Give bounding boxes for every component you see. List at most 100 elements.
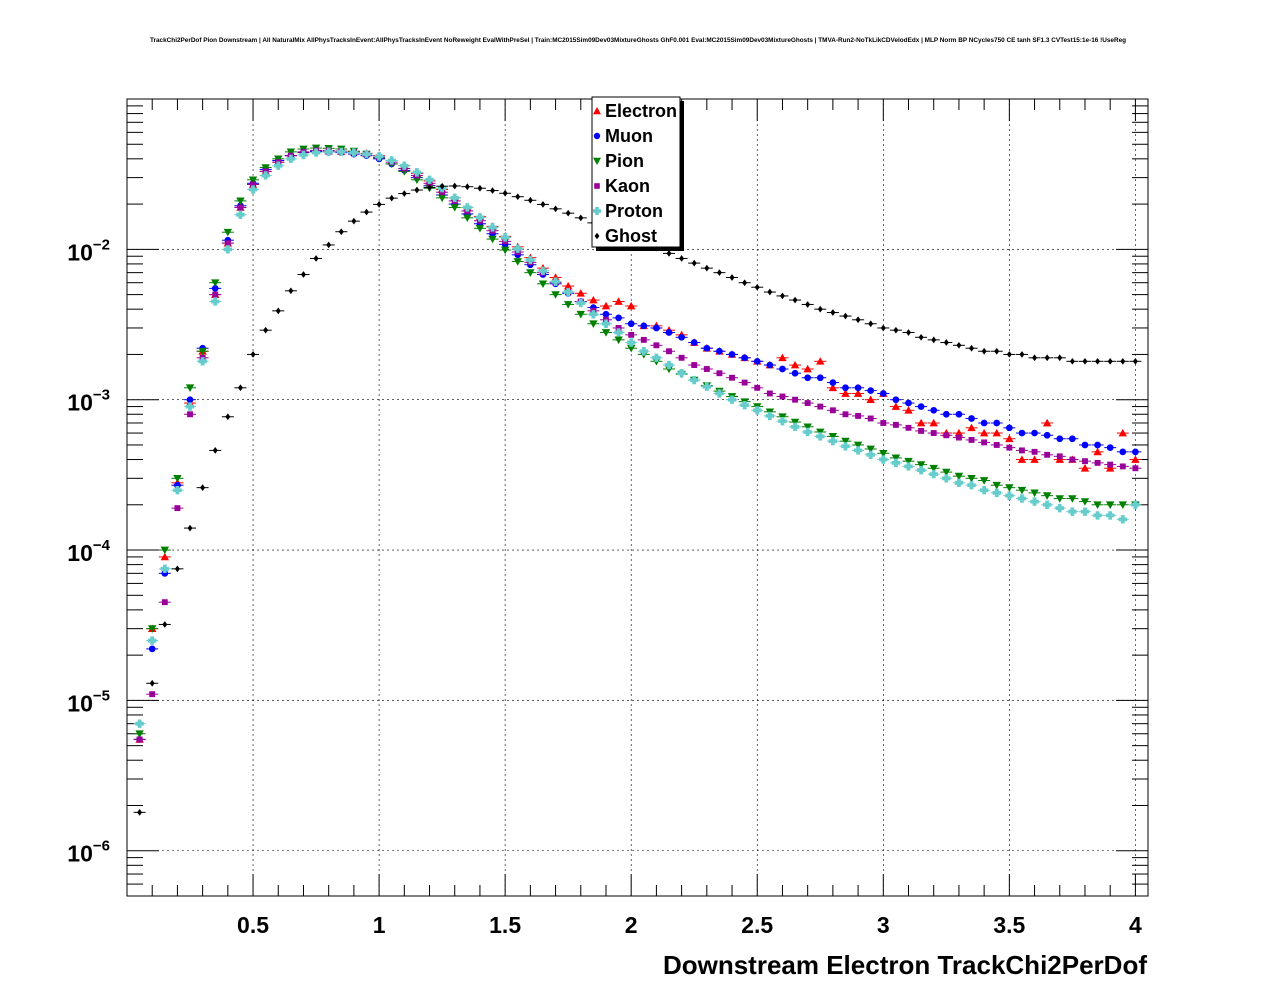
data-point <box>250 351 256 358</box>
data-point <box>716 347 723 355</box>
data-point <box>211 279 220 287</box>
data-point <box>1006 351 1012 358</box>
data-point <box>1081 441 1089 449</box>
data-point <box>639 347 649 356</box>
data-point <box>1056 453 1063 460</box>
data-point <box>992 481 1001 490</box>
data-point <box>916 461 926 469</box>
data-point <box>967 480 976 490</box>
data-point <box>186 396 194 404</box>
legend-marker <box>594 232 600 240</box>
data-point <box>576 289 585 297</box>
data-point <box>929 469 938 479</box>
data-point <box>1093 511 1102 520</box>
x-tick-label: 2.5 <box>741 912 773 938</box>
data-point <box>703 366 710 372</box>
data-point <box>842 411 849 418</box>
legend-entry-kaon: Kaon <box>594 176 650 196</box>
data-point <box>437 194 447 203</box>
data-point <box>248 185 258 194</box>
data-point <box>816 374 824 382</box>
data-point <box>817 403 824 410</box>
data-point <box>1005 424 1013 432</box>
legend-entries: Electron Muon Pion Kaon Proton Ghost <box>593 101 677 246</box>
data-point <box>1017 494 1027 503</box>
data-point <box>1005 491 1014 500</box>
data-point <box>500 246 510 255</box>
data-point <box>981 439 988 446</box>
data-point <box>892 421 899 428</box>
data-point <box>967 474 976 483</box>
data-point <box>1107 357 1113 365</box>
data-point <box>891 454 901 463</box>
x-tick-label: 2 <box>625 912 638 938</box>
data-point <box>929 464 938 473</box>
data-point <box>690 375 699 385</box>
data-point <box>463 203 472 212</box>
data-point <box>664 365 674 374</box>
data-point <box>715 389 724 398</box>
data-point <box>1055 503 1064 513</box>
data-point <box>237 204 244 211</box>
data-point <box>1043 431 1051 439</box>
data-point <box>1006 444 1013 451</box>
data-point <box>553 205 559 213</box>
data-point <box>614 328 623 337</box>
x-tick-label: 1 <box>373 912 386 938</box>
data-point <box>942 468 951 477</box>
data-point <box>475 213 485 222</box>
data-point <box>502 189 508 197</box>
legend-label: Electron <box>605 101 677 121</box>
data-point <box>185 384 195 392</box>
data-point <box>829 407 836 414</box>
legend-marker <box>593 157 601 165</box>
data-point <box>1118 515 1127 524</box>
legend-label: Pion <box>605 151 644 171</box>
data-point <box>1044 451 1051 458</box>
data-point <box>754 283 760 291</box>
data-point <box>149 679 155 687</box>
data-point <box>452 182 458 190</box>
data-point <box>753 357 761 365</box>
data-point <box>880 420 887 426</box>
data-point <box>626 338 636 347</box>
data-point <box>778 353 787 362</box>
data-point <box>261 164 270 172</box>
data-point <box>286 154 296 164</box>
data-point <box>828 383 838 392</box>
data-point <box>212 291 219 298</box>
data-point <box>425 175 434 185</box>
data-point <box>400 161 409 170</box>
legend-entry-proton: Proton <box>593 201 663 221</box>
legend-marker <box>593 107 601 115</box>
data-point <box>627 320 635 328</box>
x-tick-label: 1.5 <box>489 912 521 938</box>
data-point <box>879 449 888 458</box>
data-point <box>173 474 182 483</box>
data-point <box>389 194 395 202</box>
data-point <box>891 402 901 410</box>
data-point <box>754 384 761 391</box>
data-point <box>942 410 950 418</box>
data-point <box>263 326 269 334</box>
data-point <box>237 384 243 392</box>
data-point <box>942 474 951 483</box>
data-point <box>740 400 749 410</box>
data-point <box>816 357 825 365</box>
data-point <box>880 324 886 332</box>
data-point <box>879 455 888 464</box>
data-point <box>930 430 937 436</box>
data-point <box>929 418 938 427</box>
data-point <box>1005 484 1014 492</box>
data-point <box>576 310 585 319</box>
data-point <box>311 148 321 157</box>
data-point <box>223 245 233 254</box>
data-point <box>576 298 585 308</box>
data-point <box>1132 465 1139 472</box>
data-point <box>893 326 899 334</box>
data-point <box>527 196 533 204</box>
data-point <box>905 329 912 336</box>
data-point <box>1019 447 1025 454</box>
data-point <box>704 264 710 272</box>
data-point <box>805 301 811 308</box>
